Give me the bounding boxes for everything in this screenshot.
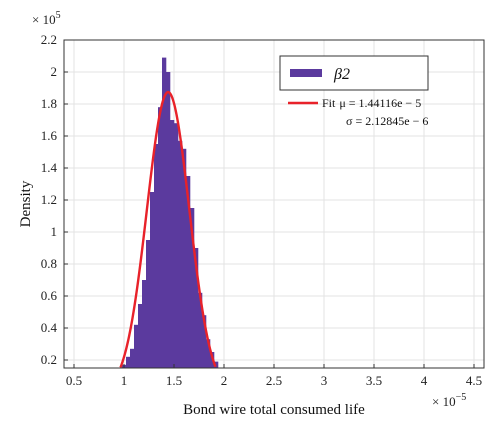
x-tick-label: 1.5 <box>166 373 182 388</box>
x-axis-label: Bond wire total consumed life <box>183 402 365 418</box>
fit-mu: μ = 1.44116e − 5 <box>339 96 421 110</box>
fit-legend: Fit μ = 1.44116e − 5 σ = 2.12845e − 6 <box>288 96 428 128</box>
x-tick-label: 4.5 <box>466 373 482 388</box>
fit-sigma-label: σ = 2.12845e − 6 <box>346 114 428 128</box>
histogram-bar <box>186 176 191 368</box>
y-tick-label: 1.6 <box>41 128 58 143</box>
x-exponent: −5 <box>456 392 467 403</box>
axis-ticks <box>64 39 475 368</box>
y-axis-label: Density <box>18 180 34 227</box>
histogram-bar <box>206 339 211 368</box>
y-tick-labels: 0.2 0.4 0.6 0.8 1 1.2 1.4 1.6 1.8 2 2.2 <box>41 32 58 367</box>
x-tick-labels: 0.5 1 1.5 2 2.5 3 3.5 4 4.5 <box>66 373 482 388</box>
y-tick-label: 0.2 <box>41 352 57 367</box>
x-tick-label: 2.5 <box>266 373 282 388</box>
y-tick-label: 1.4 <box>41 160 58 175</box>
histogram-bar <box>158 107 163 368</box>
x-tick-label: 1 <box>121 373 128 388</box>
histogram-bar <box>162 57 167 368</box>
x-tick-label: 0.5 <box>66 373 82 388</box>
y-multiplier: × 105 <box>32 10 61 27</box>
histogram-bar <box>202 315 207 368</box>
histogram-bar <box>134 324 139 368</box>
legend-swatch-beta2 <box>290 69 322 77</box>
x-tick-label: 4 <box>421 373 428 388</box>
x-multiplier: × 10−5 <box>432 392 466 409</box>
x-tick-label: 2 <box>221 373 228 388</box>
histogram-bar <box>138 304 143 368</box>
histogram-bar <box>126 356 131 368</box>
y-tick-label: 0.4 <box>41 320 58 335</box>
legend: β2 <box>279 55 429 91</box>
fit-curve <box>119 90 217 368</box>
y-tick-label: 0.8 <box>41 256 57 271</box>
histogram-bar <box>146 240 151 368</box>
y-tick-label: 0.6 <box>41 288 58 303</box>
histogram-bar <box>194 248 199 368</box>
legend-label-beta2: β2 <box>333 66 350 83</box>
y-tick-label: 1.2 <box>41 192 57 207</box>
fit-legend-label: Fit μ = 1.44116e − 5 <box>322 96 421 110</box>
histogram-bar <box>182 148 187 368</box>
y-exponent: 5 <box>56 10 61 21</box>
histogram-bar <box>174 123 179 368</box>
histogram-bar <box>154 144 159 368</box>
histogram-bar <box>178 140 183 368</box>
histogram-bar <box>214 361 219 368</box>
y-tick-label: 1.8 <box>41 96 57 111</box>
fit-name: Fit <box>322 96 336 110</box>
histogram-bar <box>130 348 135 368</box>
y-tick-label: 1 <box>51 224 58 239</box>
histogram-bar <box>150 192 155 368</box>
x-tick-label: 3 <box>321 373 328 388</box>
histogram-bar <box>198 292 203 368</box>
histogram-bar <box>170 120 175 368</box>
y-tick-label: 2 <box>51 64 58 79</box>
histogram-bar <box>166 72 171 368</box>
histogram-bars <box>122 57 219 368</box>
x-tick-label: 3.5 <box>366 373 382 388</box>
histogram-bar <box>190 208 195 368</box>
histogram-bar <box>142 280 147 368</box>
y-tick-label: 2.2 <box>41 32 57 47</box>
